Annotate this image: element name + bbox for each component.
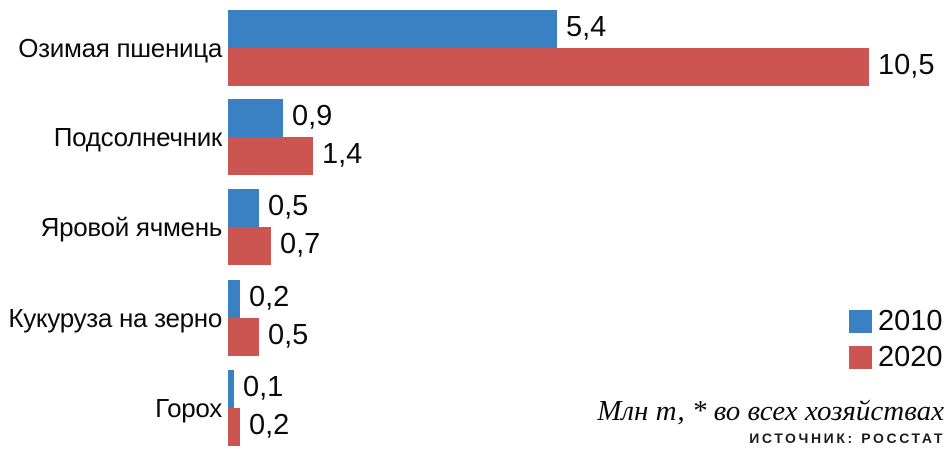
bar-2010: 0,9 bbox=[228, 99, 332, 137]
bar-2020: 10,5 bbox=[228, 48, 934, 86]
category-label: Кукуруза на зерно bbox=[8, 302, 222, 333]
bar-2020: 0,5 bbox=[228, 318, 308, 356]
category-label: Яровой ячмень bbox=[40, 211, 223, 242]
bar-group-spring-barley: Яровой ячмень 0,5 0,7 bbox=[0, 189, 950, 265]
bar-2010: 5,4 bbox=[228, 10, 606, 48]
value-label: 0,2 bbox=[249, 281, 290, 314]
category-label: Озимая пшеница bbox=[18, 32, 222, 63]
value-label: 0,5 bbox=[268, 190, 309, 223]
unit-note: Млн т, * во всех хозяйствах bbox=[597, 395, 944, 427]
value-label: 0,2 bbox=[249, 409, 290, 442]
category-label: Горох bbox=[155, 392, 222, 423]
bar-group-winter-wheat: Озимая пшеница 5,4 10,5 bbox=[0, 10, 950, 86]
legend: 2010 2020 bbox=[849, 305, 943, 381]
bar-2020: 0,7 bbox=[228, 227, 320, 265]
value-label: 0,9 bbox=[292, 100, 333, 133]
legend-swatch-2010 bbox=[849, 309, 872, 333]
value-label: 0,5 bbox=[268, 319, 309, 352]
bar-group-corn-for-grain: Кукуруза на зерно 0,2 0,5 bbox=[0, 280, 950, 356]
bar-group-sunflower: Подсолнечник 0,9 1,4 bbox=[0, 99, 950, 175]
bar-2010: 0,1 bbox=[228, 370, 283, 408]
bar-2010: 0,2 bbox=[228, 280, 289, 318]
value-label: 5,4 bbox=[566, 11, 607, 44]
legend-label: 2020 bbox=[878, 341, 943, 373]
value-label: 1,4 bbox=[322, 138, 363, 171]
source-note: ИСТОЧНИК: РОССТАТ bbox=[749, 430, 945, 446]
legend-item-2010: 2010 bbox=[849, 305, 943, 337]
value-label: 10,5 bbox=[878, 49, 935, 82]
value-label: 0,1 bbox=[243, 371, 284, 404]
legend-swatch-2020 bbox=[849, 345, 872, 369]
bar-2010: 0,5 bbox=[228, 189, 308, 227]
value-label: 0,7 bbox=[280, 228, 321, 261]
bar-2020: 0,2 bbox=[228, 408, 289, 446]
category-label: Подсолнечник bbox=[53, 121, 223, 152]
legend-label: 2010 bbox=[878, 305, 943, 337]
legend-item-2020: 2020 bbox=[849, 341, 943, 373]
bar-group-peas: Горох 0,1 0,2 bbox=[0, 370, 950, 446]
bar-2020: 1,4 bbox=[228, 137, 362, 175]
